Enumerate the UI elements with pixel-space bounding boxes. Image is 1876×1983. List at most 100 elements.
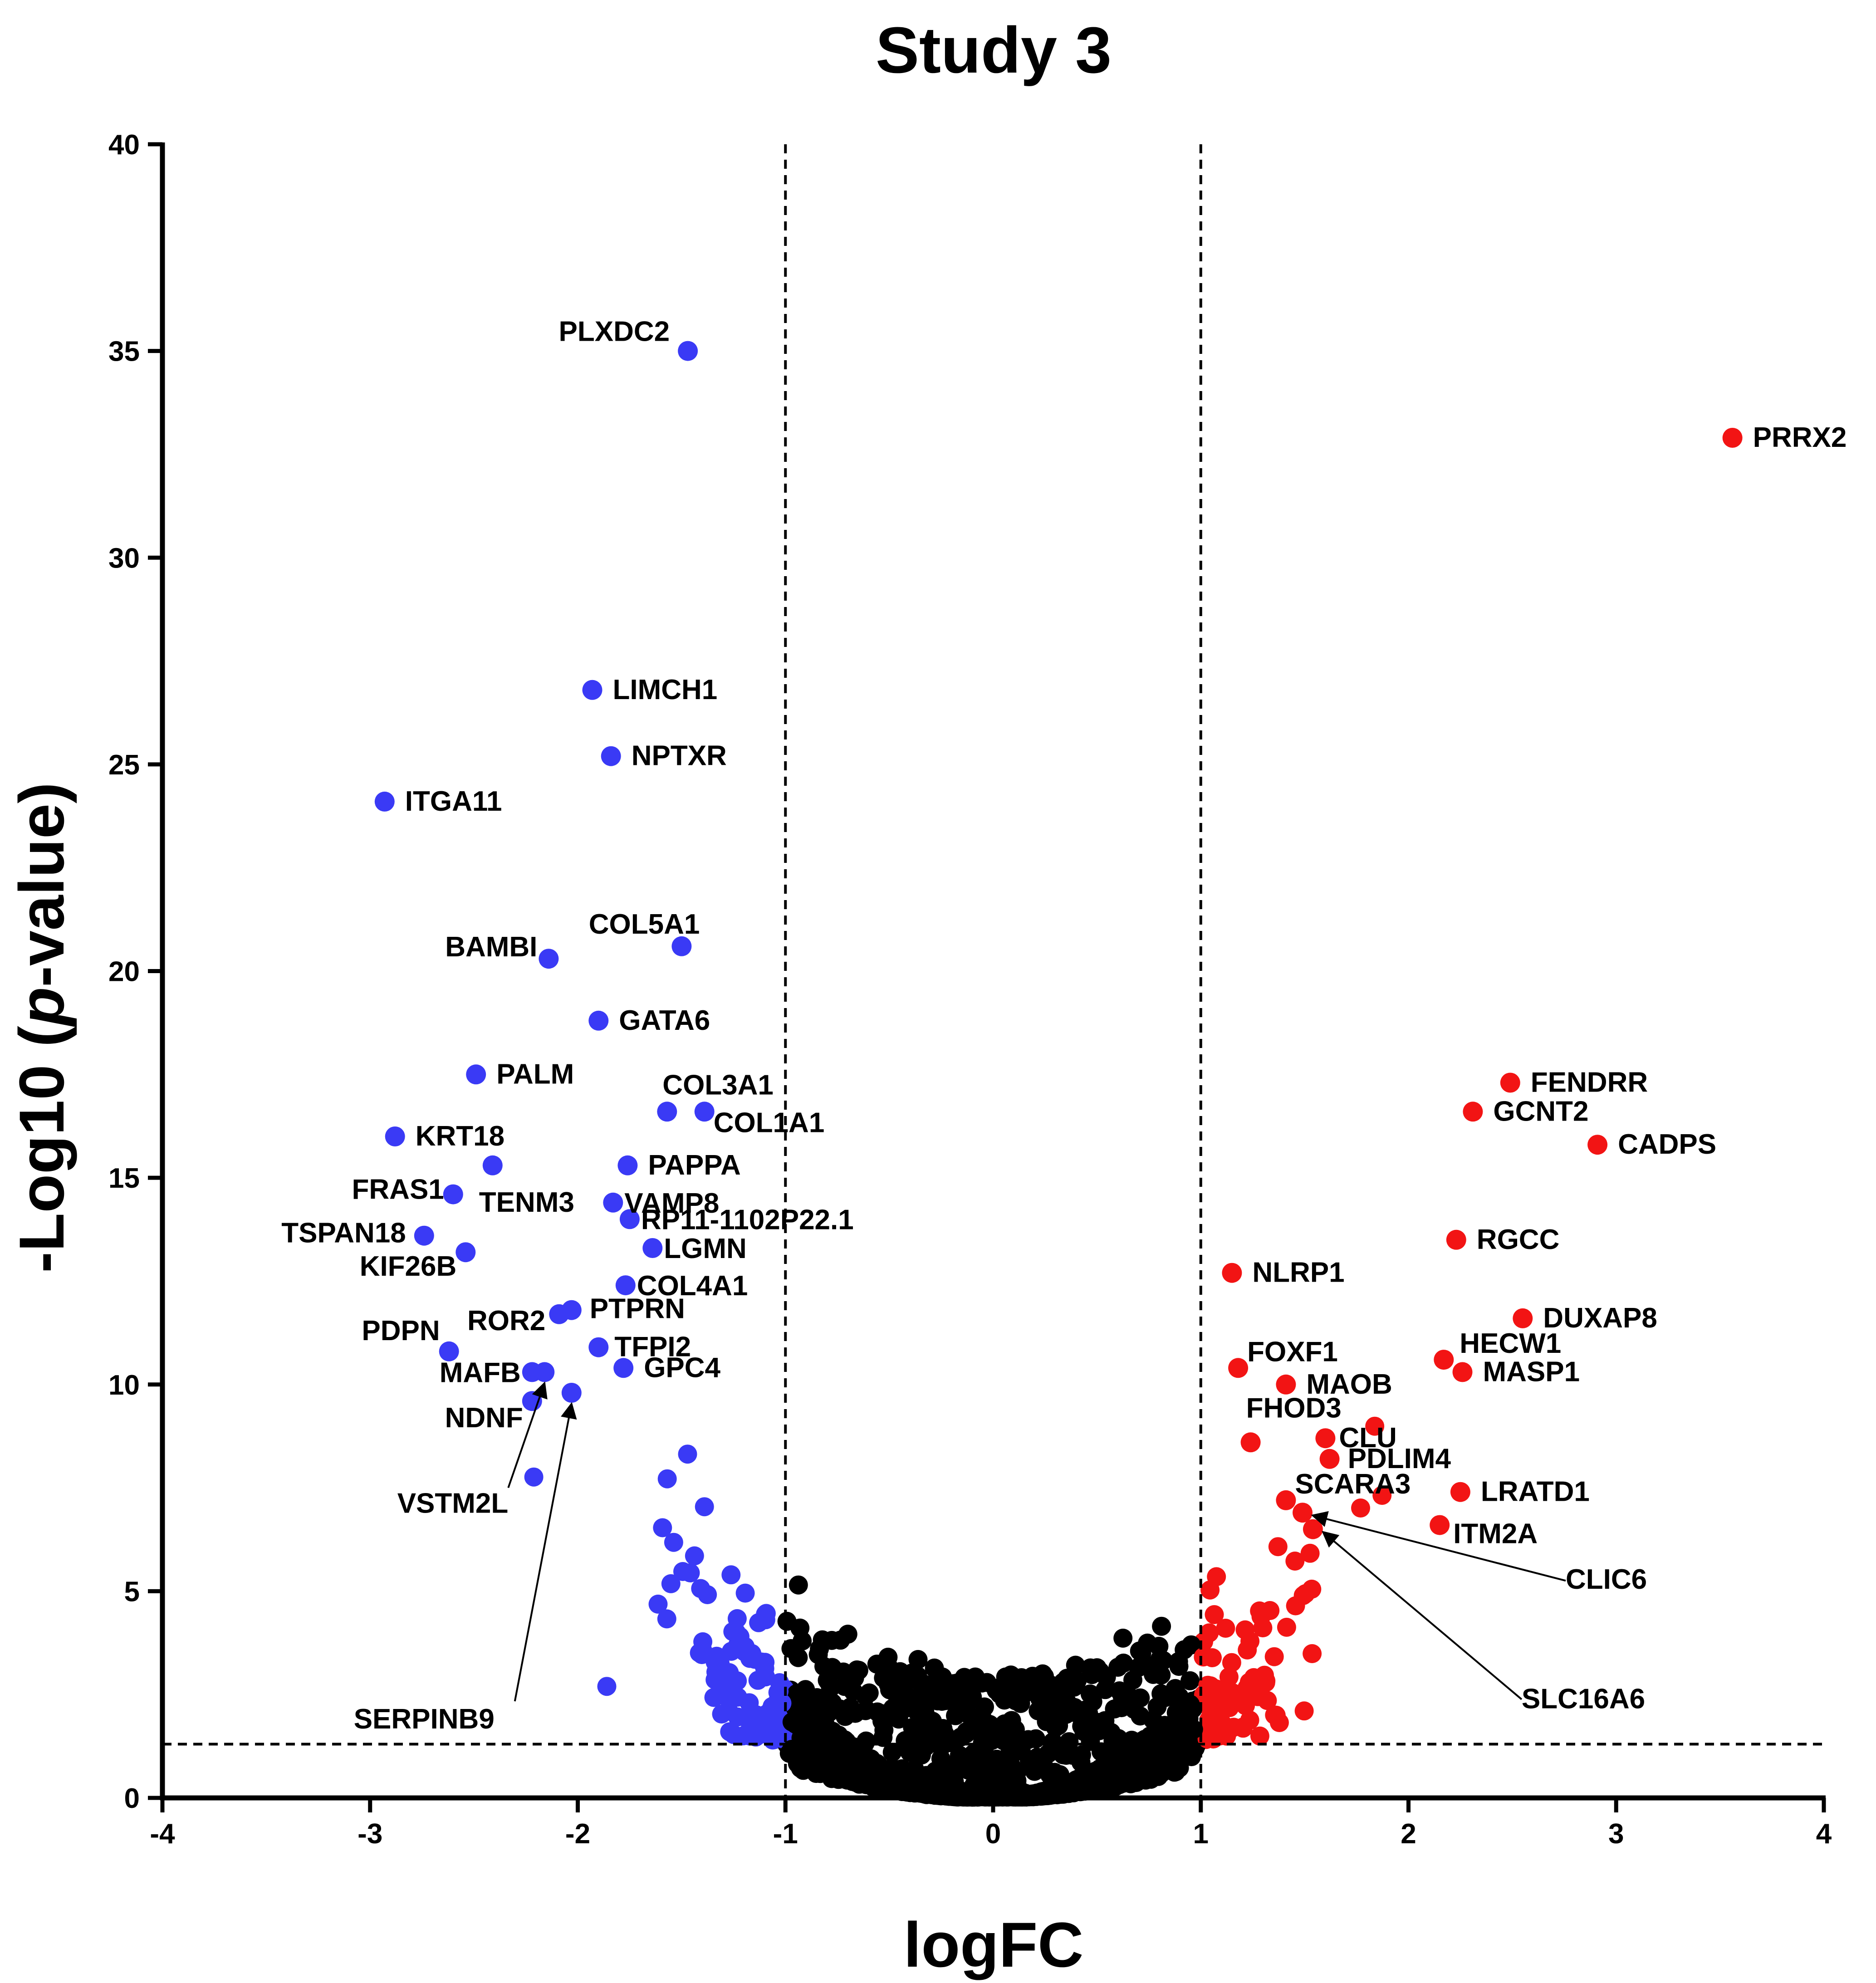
data-point bbox=[1058, 1775, 1078, 1794]
data-point bbox=[1165, 1763, 1184, 1782]
gene-label-palm: PALM bbox=[496, 1058, 574, 1090]
gene-label-tenm3: TENM3 bbox=[479, 1187, 574, 1218]
data-point bbox=[1365, 1416, 1385, 1436]
data-point bbox=[1082, 1665, 1102, 1684]
data-point bbox=[685, 1546, 704, 1566]
data-point bbox=[1126, 1745, 1145, 1764]
data-point bbox=[1065, 1703, 1084, 1722]
labeled-point-gcnt2 bbox=[1463, 1102, 1483, 1122]
y-axis-title-prefix: -Log10 ( bbox=[6, 1026, 77, 1273]
data-point bbox=[954, 1695, 973, 1714]
data-point bbox=[1113, 1628, 1133, 1648]
gene-label-col5a1: COL5A1 bbox=[589, 909, 700, 940]
data-point bbox=[673, 1562, 692, 1581]
data-point bbox=[821, 1678, 840, 1698]
data-point bbox=[1250, 1601, 1269, 1621]
gene-label-col3a1: COL3A1 bbox=[662, 1069, 774, 1101]
labeled-point-prrx2 bbox=[1722, 428, 1743, 448]
data-point bbox=[1180, 1694, 1200, 1714]
gene-label-lratd1: LRATD1 bbox=[1481, 1476, 1590, 1508]
gene-label-clu: CLU bbox=[1339, 1422, 1396, 1454]
data-point bbox=[796, 1759, 815, 1778]
y-tick-label: 20 bbox=[108, 956, 140, 988]
labeled-point-duxap8 bbox=[1513, 1308, 1533, 1328]
labeled-point-plxdc2 bbox=[678, 341, 698, 361]
data-point bbox=[856, 1701, 875, 1720]
data-point bbox=[756, 1605, 775, 1624]
gene-label-gpc4: GPC4 bbox=[644, 1352, 720, 1383]
x-tick-label: 2 bbox=[1401, 1818, 1416, 1850]
data-point bbox=[782, 1712, 802, 1732]
gene-label-limch1: LIMCH1 bbox=[613, 674, 718, 705]
data-point bbox=[797, 1709, 817, 1728]
labeled-point-ror2 bbox=[549, 1304, 569, 1324]
data-point bbox=[713, 1685, 733, 1705]
labeled-point-clu bbox=[1315, 1428, 1336, 1449]
gene-label-foxf1: FOXF1 bbox=[1247, 1336, 1338, 1367]
labeled-point-fendrr bbox=[1500, 1072, 1520, 1093]
x-tick-label: -3 bbox=[358, 1818, 382, 1850]
data-point bbox=[1168, 1735, 1187, 1754]
gene-label-itm2a: ITM2A bbox=[1453, 1518, 1538, 1550]
data-point bbox=[1223, 1683, 1243, 1703]
data-point bbox=[1254, 1667, 1274, 1687]
labeled-point-tspan18 bbox=[414, 1225, 434, 1246]
data-point bbox=[1204, 1716, 1223, 1736]
data-point bbox=[1269, 1713, 1289, 1732]
gene-label-pdpn: PDPN bbox=[362, 1315, 440, 1346]
data-point bbox=[664, 1533, 683, 1552]
data-point bbox=[908, 1650, 928, 1669]
y-axis-title: -Log10 (p-value) bbox=[6, 782, 77, 1273]
data-point bbox=[951, 1759, 970, 1778]
data-point bbox=[1037, 1712, 1056, 1731]
data-point bbox=[996, 1667, 1015, 1687]
data-point bbox=[948, 1676, 967, 1695]
gene-label-krt18: KRT18 bbox=[416, 1121, 505, 1152]
data-point bbox=[1024, 1785, 1043, 1804]
data-point bbox=[1264, 1647, 1284, 1666]
labeled-point-serpinb9 bbox=[561, 1383, 582, 1403]
data-point bbox=[930, 1767, 949, 1786]
gene-label-itga11: ITGA11 bbox=[405, 786, 502, 817]
data-point bbox=[1302, 1579, 1322, 1599]
data-point bbox=[831, 1630, 850, 1650]
chart-title: Study 3 bbox=[876, 14, 1112, 87]
data-point bbox=[657, 1609, 676, 1629]
axes bbox=[160, 142, 1826, 1801]
data-point bbox=[1034, 1757, 1053, 1776]
x-axis-title: logFC bbox=[904, 1909, 1084, 1980]
gene-label-vamp8: VAMP8 bbox=[624, 1188, 719, 1219]
data-point bbox=[769, 1682, 789, 1701]
data-point bbox=[1087, 1713, 1106, 1732]
x-tick-label: -1 bbox=[773, 1818, 798, 1850]
gene-label-nlrp1: NLRP1 bbox=[1252, 1257, 1344, 1288]
point-cloud bbox=[524, 1416, 1392, 1807]
data-point bbox=[908, 1666, 927, 1686]
labeled-point-tfpi2 bbox=[588, 1337, 609, 1357]
data-point bbox=[944, 1730, 964, 1750]
gene-label-vstm2l: VSTM2L bbox=[397, 1488, 509, 1519]
labeled-point-rgcc bbox=[1446, 1229, 1466, 1250]
gene-label-mafb: MAFB bbox=[440, 1357, 521, 1388]
data-point bbox=[1043, 1737, 1063, 1757]
data-point bbox=[1130, 1641, 1149, 1661]
y-tick-label: 15 bbox=[108, 1163, 140, 1194]
y-tick-label: 25 bbox=[108, 749, 140, 781]
y-axis-title-italic: p bbox=[6, 987, 77, 1028]
labeled-points bbox=[374, 341, 1743, 1539]
x-tick-label: 1 bbox=[1193, 1818, 1209, 1850]
data-point bbox=[1268, 1537, 1288, 1557]
labeled-point-scara3 bbox=[1276, 1490, 1296, 1510]
y-tick-label: 5 bbox=[124, 1576, 140, 1607]
labeled-point-fhod3 bbox=[1240, 1432, 1261, 1453]
gene-label-maob: MAOB bbox=[1306, 1369, 1392, 1400]
gene-label-hecw1: HECW1 bbox=[1460, 1328, 1561, 1359]
gene-label-fras1: FRAS1 bbox=[352, 1174, 444, 1205]
gene-label-gcnt2: GCNT2 bbox=[1493, 1096, 1588, 1127]
data-point bbox=[698, 1585, 717, 1604]
data-point bbox=[763, 1730, 783, 1750]
x-tick-label: -2 bbox=[565, 1818, 590, 1850]
data-point bbox=[918, 1683, 937, 1703]
labeled-point-fras1 bbox=[443, 1184, 463, 1204]
